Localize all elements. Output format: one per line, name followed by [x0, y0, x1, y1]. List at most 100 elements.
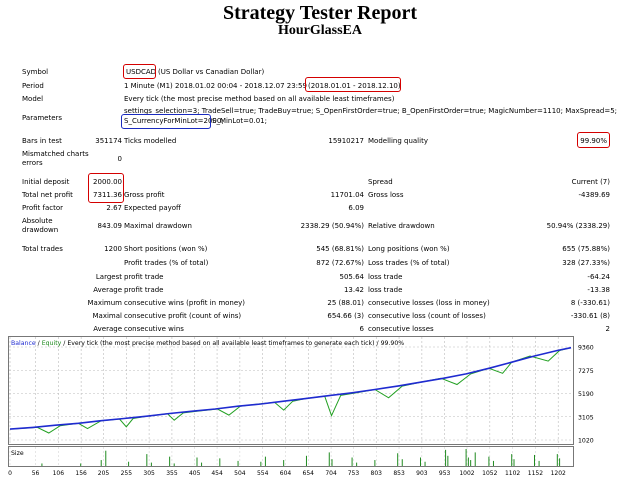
y-tick-labels: 9360 7275 5190 3105 1020	[578, 345, 594, 445]
legend-equity: Equity	[42, 340, 62, 347]
total-trades-label: Total trades	[22, 245, 63, 253]
largest-profit-value: 505.64	[339, 273, 365, 281]
x-tick-label: 255	[121, 470, 133, 477]
gross-profit-label: Gross profit	[124, 191, 165, 199]
avg-cons-losses-label: consecutive losses	[368, 325, 434, 333]
maximal-cons-profit-label: consecutive profit (count of wins)	[124, 312, 242, 320]
gross-profit-value: 11701.04	[330, 191, 364, 199]
size-chart-frame	[8, 446, 574, 467]
y-tick-label: 5190	[578, 391, 594, 398]
max-drawdown-label: Maximal drawdown	[124, 222, 192, 230]
x-tick-label: 1052	[482, 470, 497, 477]
report-title: Strategy Tester Report	[222, 2, 418, 24]
mismatch-label-2: errors	[22, 159, 43, 167]
parameters-currency: S_CurrencyForMinLot=2000;	[124, 117, 224, 125]
loss-trades-label: Loss trades (% of total)	[368, 259, 450, 267]
legend-sep-2: /	[61, 340, 67, 347]
legend-balance: Balance	[11, 340, 36, 347]
net-profit-value: 7311.36	[93, 191, 122, 199]
x-tick-label: 604	[280, 470, 292, 477]
average-profit-label: profit trade	[124, 286, 164, 294]
maximal-cons-loss-value: -330.61 (8)	[570, 312, 610, 320]
mismatch-value: 0	[117, 155, 122, 163]
x-tick-label: 56	[32, 470, 40, 477]
loss-trades-value: 328 (27.33%)	[562, 259, 610, 267]
legend-sep-3: /	[375, 340, 381, 347]
initial-deposit-value: 2000.00	[93, 178, 122, 186]
x-tick-label: 405	[189, 470, 201, 477]
long-positions-value: 655 (75.88%)	[562, 245, 610, 253]
parameters-line-1: settings_selection=3; TradeSell=true; Tr…	[124, 107, 618, 115]
x-tick-label: 106	[53, 470, 65, 477]
abs-drawdown-label-2: drawdown	[22, 226, 59, 234]
x-tick-label: 454	[211, 470, 223, 477]
max-drawdown-value: 2338.29 (50.94%)	[300, 222, 364, 230]
x-tick-label: 156	[75, 470, 87, 477]
symbol-code: USDCAD	[126, 68, 157, 76]
abs-drawdown-value: 843.09	[97, 222, 123, 230]
y-tick-label: 7275	[578, 368, 594, 375]
model-label: Model	[22, 95, 44, 103]
spread-label: Spread	[368, 178, 393, 186]
x-tick-label: 205	[98, 470, 110, 477]
rel-drawdown-label: Relative drawdown	[368, 222, 435, 230]
size-label: Size	[11, 450, 24, 457]
parameters-currency-highlight	[121, 114, 211, 129]
x-tick-label: 0	[8, 470, 12, 477]
y-tick-label: 1020	[578, 438, 594, 445]
mismatch-label-1: Mismatched charts	[22, 150, 89, 158]
ea-name: HourGlassEA	[277, 23, 362, 38]
rel-drawdown-value: 50.94% (2338.29)	[546, 222, 610, 230]
initial-deposit-label: Initial deposit	[22, 178, 70, 186]
largest-loss-value: -64.24	[587, 273, 610, 281]
average-profit-value: 13.42	[343, 286, 364, 294]
max-cons-wins-label: consecutive wins (profit in money)	[124, 299, 246, 307]
maximal-cons-profit-value: 654.66 (3)	[327, 312, 364, 320]
parameters-minlot: S_MinLot=0.01;	[212, 117, 267, 125]
gross-loss-value: -4389.69	[578, 191, 610, 199]
maximal-cons-loss-label: consecutive loss (count of losses)	[368, 312, 486, 320]
ticks-value: 15910217	[328, 137, 364, 145]
x-tick-label: 1202	[551, 470, 566, 477]
x-tick-label: 853	[393, 470, 405, 477]
long-positions-label: Long positions (won %)	[368, 245, 450, 253]
largest-loss-label: loss trade	[368, 273, 403, 281]
avg-cons-losses-value: 2	[605, 325, 610, 333]
balance-equity-chart: Balance / Equity / Every tick (the most …	[8, 336, 594, 477]
chart-legend: Balance / Equity / Every tick (the most …	[11, 340, 404, 347]
spread-value: Current (7)	[571, 178, 610, 186]
quality-value: 99.90%	[580, 137, 607, 145]
largest-label: Largest	[95, 273, 122, 281]
avg-cons-wins-value: 6	[359, 325, 364, 333]
period-label: Period	[22, 82, 44, 90]
profit-trades-value: 872 (72.67%)	[316, 259, 364, 267]
profit-trades-label: Profit trades (% of total)	[124, 259, 209, 267]
short-positions-label: Short positions (won %)	[124, 245, 208, 253]
symbol-label: Symbol	[22, 68, 49, 76]
x-tick-labels: 0 56 106 156 205 255 305 355 405 454 504 554 604 654 7…	[8, 470, 566, 477]
max-cons-losses-value: 8 (-330.61)	[570, 299, 610, 307]
maximal-label: Maximal	[92, 312, 122, 320]
period-value: 1 Minute (M1) 2018.01.02 00:04 - 2018.12…	[124, 82, 307, 90]
net-profit-label: Total net profit	[22, 191, 73, 199]
x-tick-label: 1152	[528, 470, 543, 477]
period-range: (2018.01.01 - 2018.12.10)	[308, 82, 401, 90]
expected-payoff-value: 6.09	[348, 204, 364, 212]
model-value: Every tick (the most precise method base…	[124, 95, 395, 103]
size-bars	[41, 449, 561, 466]
profit-factor-value: 2.67	[106, 204, 122, 212]
legend-sep-1: /	[36, 340, 42, 347]
legend-description: Every tick (the most precise method base…	[67, 340, 374, 347]
average-label: Average	[93, 286, 122, 294]
x-tick-label: 753	[348, 470, 360, 477]
bars-value: 351174	[95, 137, 122, 145]
abs-drawdown-label-1: Absolute	[22, 217, 53, 225]
chart-grid	[9, 337, 573, 466]
quality-highlight	[577, 132, 610, 148]
main-chart-frame	[8, 336, 574, 445]
largest-profit-label: profit trade	[124, 273, 164, 281]
x-tick-label: 704	[325, 470, 337, 477]
deposit-profit-highlight	[88, 173, 124, 203]
avg-cons-wins-label: consecutive wins	[124, 325, 184, 333]
y-tick-label: 9360	[578, 345, 594, 352]
